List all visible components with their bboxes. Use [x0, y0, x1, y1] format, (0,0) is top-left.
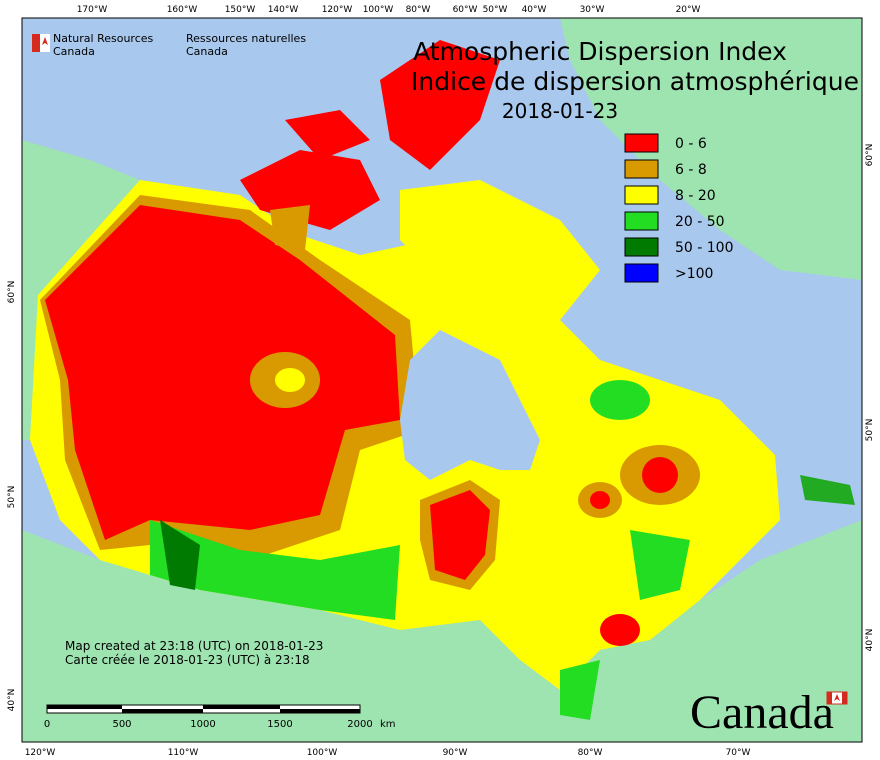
map-frame — [21, 17, 863, 743]
greenland — [560, 18, 862, 280]
flag-leaf — [42, 37, 48, 45]
date: 2018-01-23 — [502, 99, 618, 123]
flag-bar — [827, 692, 832, 704]
latitude-label: 50°N — [7, 486, 17, 509]
zone-50-100 — [160, 520, 200, 590]
zone-8-20 — [275, 368, 305, 392]
legend-label: >100 — [675, 266, 713, 282]
scale-segment — [203, 705, 280, 709]
arctic-island — [380, 40, 500, 170]
logo-text: Canada — [186, 45, 228, 58]
scale-bar — [46, 704, 361, 714]
logo-text: Canada — [53, 45, 95, 58]
longitude-label: 40°W — [522, 5, 547, 15]
longitude-label: 160°W — [167, 5, 198, 15]
legend-label: 20 - 50 — [675, 214, 725, 230]
longitude-label: 100°W — [307, 748, 338, 758]
zone-20-50 — [590, 380, 650, 420]
scale-label: 1000 — [190, 719, 215, 730]
zone-0-6 — [430, 490, 490, 580]
longitude-label: 120°W — [322, 5, 353, 15]
longitude-label: 100°W — [363, 5, 394, 15]
scale-segment — [280, 709, 360, 713]
longitude-label: 60°W — [453, 5, 478, 15]
legend-label: 0 - 6 — [675, 136, 707, 152]
wordmark-flag — [826, 691, 848, 705]
wordmark: Canada — [690, 686, 834, 739]
legend-label: 8 - 20 — [675, 188, 716, 204]
zone-20-50 — [560, 660, 600, 720]
arctic-island — [400, 180, 600, 320]
longitude-label: 120°W — [25, 748, 56, 758]
longitude-label: 170°W — [77, 5, 108, 15]
latitude-label: 40°N — [865, 629, 875, 652]
arctic-island — [270, 205, 310, 250]
legend-swatch — [624, 185, 659, 205]
nrcan-logo — [32, 34, 50, 52]
flag-bar — [32, 34, 40, 52]
longitude-label: 20°W — [676, 5, 701, 15]
credit: Map created at 23:18 (UTC) on 2018-01-23 — [65, 639, 323, 653]
arctic-island — [285, 110, 370, 160]
zone-20-50 — [800, 475, 855, 505]
latitude-label: 60°N — [865, 144, 875, 167]
scale-segment — [122, 709, 203, 713]
hudson-bay — [400, 330, 540, 480]
legend-swatch — [624, 237, 659, 257]
latitude-label: 50°N — [865, 419, 875, 442]
longitude-label: 70°W — [726, 748, 751, 758]
title: Atmospheric Dispersion Index — [413, 37, 787, 66]
credit: Carte créée le 2018-01-23 (UTC) à 23:18 — [65, 653, 310, 667]
longitude-label: 150°W — [225, 5, 256, 15]
usa — [22, 520, 862, 742]
legend-swatch — [624, 211, 659, 231]
longitude-label: 140°W — [268, 5, 299, 15]
longitude-label: 30°W — [580, 5, 605, 15]
zone-20-50 — [630, 530, 690, 600]
scale-segment — [47, 705, 122, 709]
logo-text: Ressources naturelles — [186, 32, 306, 45]
longitude-label: 80°W — [406, 5, 431, 15]
longitude-label: 50°W — [483, 5, 508, 15]
longitude-label: 80°W — [578, 748, 603, 758]
scale-unit: km — [380, 719, 396, 730]
zone-0-6 — [590, 491, 610, 509]
latitude-label: 60°N — [7, 281, 17, 304]
scale-label: 1500 — [267, 719, 292, 730]
zone-0-6 — [45, 205, 400, 540]
flag-leaf — [834, 694, 840, 701]
longitude-label: 90°W — [443, 748, 468, 758]
legend-swatch — [624, 159, 659, 179]
legend-swatch — [624, 263, 659, 283]
zone-0-6 — [600, 614, 640, 646]
logo-text: Natural Resources — [53, 32, 154, 45]
legend-swatch — [624, 133, 659, 153]
zone-20-50 — [150, 520, 400, 620]
legend-label: 6 - 8 — [675, 162, 707, 178]
flag-bar — [842, 692, 847, 704]
zone-0-6 — [642, 457, 678, 493]
title: Indice de dispersion atmosphérique — [411, 67, 859, 96]
latitude-label: 40°N — [7, 689, 17, 712]
scale-label: 2000 — [347, 719, 372, 730]
legend-label: 50 - 100 — [675, 240, 734, 256]
scale-label: 0 — [44, 719, 50, 730]
scale-label: 500 — [112, 719, 131, 730]
longitude-label: 110°W — [168, 748, 199, 758]
